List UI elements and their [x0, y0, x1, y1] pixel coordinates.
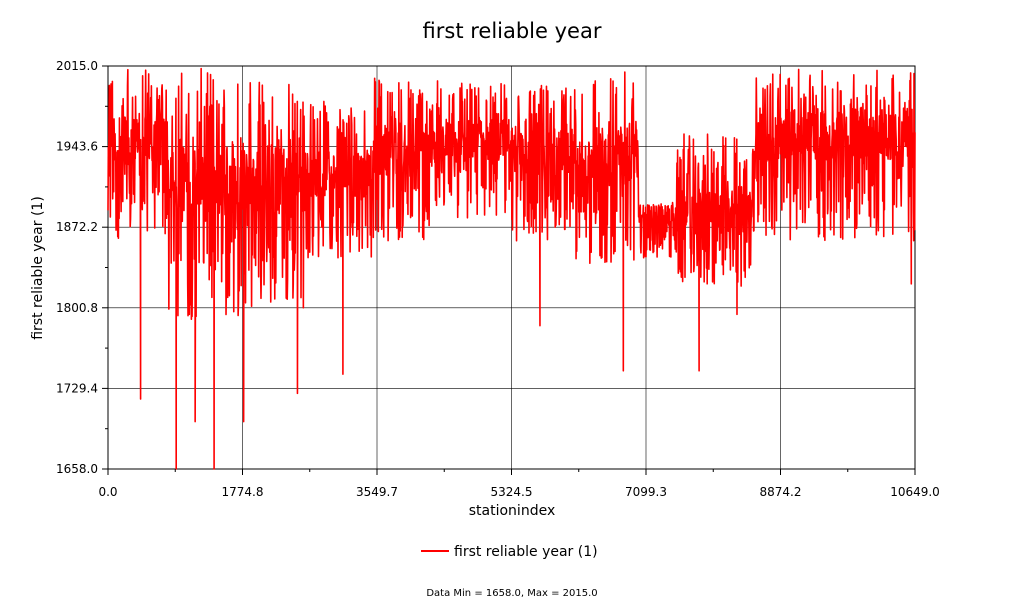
y-tick-label: 1729.4: [56, 381, 98, 395]
x-tick-label: 8874.2: [760, 485, 802, 499]
x-tick-label: 10649.0: [890, 485, 940, 499]
y-axis: 2015.0 1943.6 1872.2 1800.8 1729.4 1658.0: [56, 59, 108, 476]
x-axis: 0.0 1774.8 3549.7 5324.5 7099.3 8874.2 10649.0: [98, 469, 940, 499]
chart-title: first reliable year: [423, 19, 602, 43]
x-tick-label: 7099.3: [625, 485, 667, 499]
y-tick-label: 2015.0: [56, 59, 98, 73]
y-tick-label: 1943.6: [56, 140, 98, 154]
plot-area: 0.0 1774.8 3549.7 5324.5 7099.3 8874.2 10649.0…: [56, 59, 940, 499]
x-tick-label: 3549.7: [356, 485, 398, 499]
x-axis-label: stationindex: [469, 503, 555, 519]
y-tick-label: 1658.0: [56, 462, 98, 476]
y-tick-label: 1872.2: [56, 220, 98, 234]
series-layer: [107, 67, 916, 470]
x-tick-label: 0.0: [98, 485, 117, 499]
footer-data-range: Data Min = 1658.0, Max = 2015.0: [426, 588, 597, 599]
y-axis-label: first reliable year (1): [30, 196, 46, 340]
x-tick-label: 1774.8: [221, 485, 263, 499]
legend: first reliable year (1): [421, 544, 598, 560]
x-tick-label: 5324.5: [491, 485, 533, 499]
series-line: [107, 67, 916, 470]
y-tick-label: 1800.8: [56, 301, 98, 315]
legend-label: first reliable year (1): [454, 544, 598, 560]
